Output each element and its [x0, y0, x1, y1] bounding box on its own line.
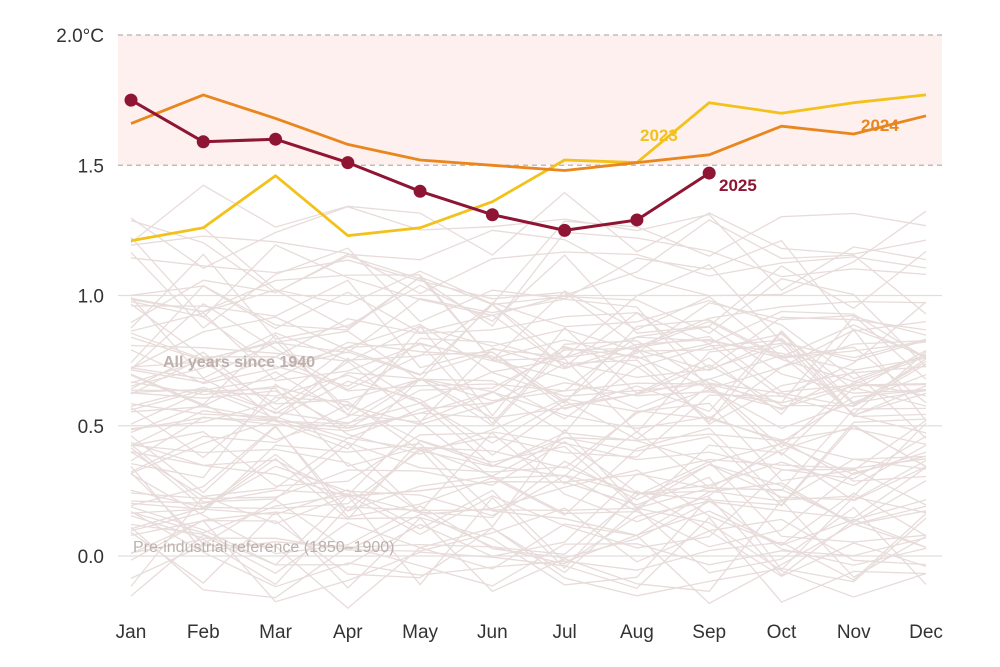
pre-industrial-annotation: Pre-industrial reference (1850–1900) — [133, 539, 394, 556]
background-year-line — [130, 469, 927, 552]
background-year-line — [130, 432, 927, 510]
background-year-line — [130, 263, 927, 362]
gridlines — [118, 34, 942, 557]
background-year-line — [130, 431, 927, 514]
background-year-line — [130, 250, 927, 340]
series-label-2025: 2025 — [719, 176, 757, 195]
y-tick-label: 1.5 — [78, 156, 104, 177]
x-tick-label: Aug — [620, 622, 654, 643]
x-tick-label: Jun — [477, 622, 508, 643]
series-point-2025 — [341, 156, 355, 170]
series-line-2024 — [130, 93, 927, 172]
background-year-line — [130, 507, 927, 578]
series-point-2025 — [485, 208, 499, 222]
threshold-band — [118, 35, 942, 166]
background-year-line — [130, 337, 927, 434]
x-tick-label: Apr — [333, 622, 363, 643]
background-year-line — [130, 460, 927, 555]
x-axis-ticks: Jan Feb Mar Apr May Jun Jul Aug Sep Oct Nov Dec — [116, 622, 943, 643]
background-year-line — [130, 428, 927, 528]
background-year-line — [130, 496, 927, 586]
background-year-line — [130, 403, 927, 482]
background-year-line — [130, 489, 927, 587]
series-point-2025 — [413, 184, 427, 198]
background-year-line — [130, 353, 927, 450]
background-year-line — [130, 383, 927, 469]
series-point-2025 — [124, 93, 138, 107]
background-year-line — [130, 468, 927, 549]
x-tick-label: Feb — [187, 622, 220, 643]
x-tick-label: Oct — [767, 622, 797, 643]
background-year-line — [130, 310, 927, 382]
background-year-line — [130, 442, 927, 536]
background-year-line — [130, 212, 927, 306]
y-tick-label: 1.0 — [78, 287, 104, 308]
background-year-line — [130, 296, 927, 382]
x-tick-label: Sep — [692, 622, 726, 643]
x-tick-label: May — [402, 622, 438, 643]
background-year-line — [130, 418, 927, 506]
background-year-line — [130, 419, 927, 502]
background-year-line — [130, 274, 927, 362]
background-year-line — [130, 489, 927, 563]
background-year-line — [130, 370, 927, 456]
background-year-line — [130, 444, 927, 519]
background-year-line — [130, 425, 927, 521]
background-year-line — [130, 301, 927, 398]
background-year-line — [130, 300, 927, 380]
series-point-2025 — [558, 223, 572, 237]
series-label-2024: 2024 — [861, 116, 899, 135]
y-axis-ticks: 0.0 0.5 1.0 1.5 2.0°C — [56, 26, 104, 568]
series-point-2025 — [269, 132, 283, 146]
background-year-line — [130, 339, 927, 420]
background-year-line — [130, 389, 927, 447]
background-year-line — [130, 206, 927, 292]
x-tick-label: Dec — [909, 622, 943, 643]
all-years-annotation: All years since 1940 — [163, 354, 315, 371]
background-year-line — [130, 239, 927, 332]
background-year-line — [130, 219, 927, 319]
background-year-line — [130, 421, 927, 497]
series-point-2025 — [630, 213, 644, 227]
background-year-line — [130, 235, 927, 295]
background-year-line — [130, 315, 927, 404]
background-year-line — [130, 374, 927, 456]
background-year-line — [130, 279, 927, 371]
background-year-line — [130, 303, 927, 394]
y-tick-label: 2.0°C — [56, 26, 104, 47]
y-tick-label: 0.5 — [78, 417, 104, 438]
background-year-line — [130, 210, 927, 297]
background-year-line — [130, 276, 927, 368]
background-year-line — [130, 347, 927, 429]
series-label-2023: 2023 — [640, 126, 678, 145]
background-year-line — [130, 517, 927, 597]
background-year-line — [130, 358, 927, 431]
background-year-line — [130, 338, 927, 423]
background-year-line — [130, 466, 927, 559]
background-year-line — [130, 453, 927, 548]
background-year-line — [130, 511, 927, 588]
background-year-line — [130, 231, 927, 327]
background-year-line — [130, 325, 927, 417]
x-tick-label: Jan — [116, 622, 147, 643]
x-tick-label: Nov — [837, 622, 871, 643]
series-point-2025 — [196, 135, 210, 149]
series-line-2023 — [130, 93, 927, 243]
background-year-line — [130, 326, 927, 417]
highlighted-series: 2023 2024 2025 — [124, 93, 927, 243]
series-point-2025 — [702, 166, 716, 180]
x-tick-label: Mar — [259, 622, 292, 643]
x-tick-label: Jul — [552, 622, 576, 643]
background-year-line — [130, 422, 927, 518]
background-year-line — [130, 473, 927, 566]
background-year-line — [130, 285, 927, 369]
background-year-line — [130, 444, 927, 517]
y-tick-label: 0.0 — [78, 547, 104, 568]
